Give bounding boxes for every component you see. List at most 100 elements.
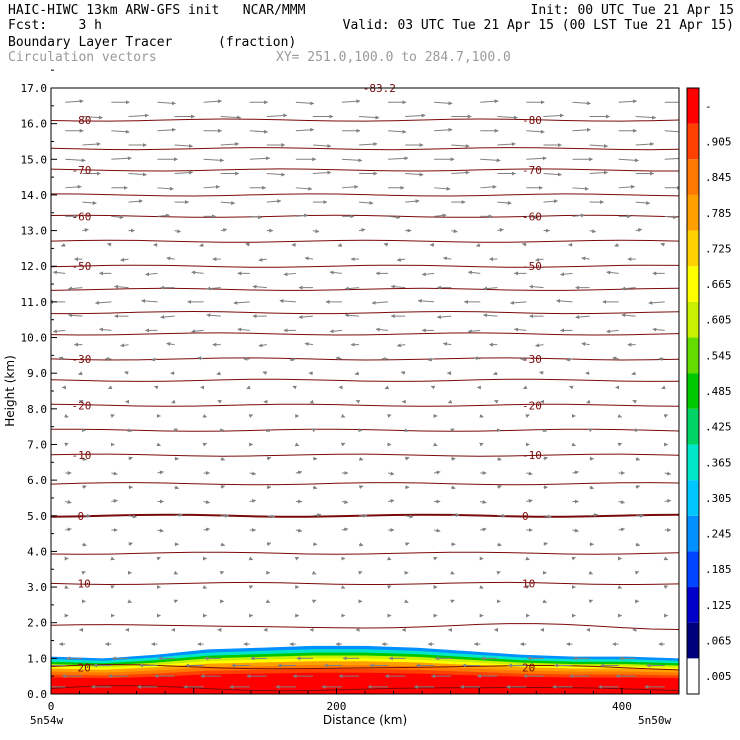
circulation-vector [450,428,455,433]
circulation-vector [110,585,115,590]
circulation-vector [513,327,527,332]
contour-label: -70 [522,164,542,177]
temperature-contour-line [51,428,679,432]
circulation-vector [589,144,609,148]
circulation-vector [191,270,204,275]
circulation-vector [166,342,175,346]
circulation-vector [292,385,297,390]
circulation-vector [664,130,679,133]
circulation-vector [82,142,101,147]
circulation-vector [632,399,637,404]
circulation-vector [203,500,211,504]
circulation-vector [586,399,591,404]
temperature-contour-line [51,214,679,218]
circulation-vector [249,156,271,161]
circulation-vector [539,371,544,375]
circulation-vector [216,371,221,376]
circulation-vector [311,428,317,433]
circulation-vector [82,485,87,489]
circulation-vector [329,329,342,334]
circulation-vector [467,270,481,275]
temperature-contour-line [51,239,679,243]
circulation-vector [606,270,619,275]
circulation-vector [341,500,349,504]
circulation-vector [111,129,130,134]
circulation-vector [295,213,309,218]
y-tick-label: 10.0 [21,332,48,345]
y-tick-label: 3.0 [27,581,47,594]
circulation-vector [572,213,585,218]
circulation-vector [358,228,366,233]
circulation-vector [64,413,69,418]
circulation-vector [589,485,595,490]
circulation-vector [480,527,487,532]
y-tick-label: 12.0 [21,260,48,273]
circulation-vector [127,428,132,432]
circulation-vector [173,599,178,604]
circulation-vector [309,399,315,404]
circulation-vector [357,571,363,575]
circulation-vector [664,157,679,160]
circulation-vector [203,158,225,163]
circulation-vector [127,599,132,604]
circulation-vector [635,485,641,489]
circulation-vector [82,200,97,205]
circulation-vector [618,99,638,104]
circulation-vector [68,313,83,318]
circulation-vector [479,413,484,418]
circulation-vector [543,542,548,547]
contour-label: -30 [72,353,92,366]
temperature-contour-line [51,287,679,291]
circulation-vector [266,456,272,461]
circulation-vector [467,329,481,334]
circulation-vector [355,399,361,404]
circulation-vector [359,115,380,120]
circulation-vector [375,327,389,332]
y-tick-label: 11.0 [21,296,48,309]
circulation-vector [566,357,573,362]
circulation-vector [663,585,669,590]
circulation-vector [107,242,112,247]
circulation-vector [157,528,164,533]
circulation-vector [220,115,242,120]
circulation-vector [404,428,409,432]
circulation-vector [203,99,223,104]
y-tick-label: 17.0 [21,82,48,95]
circulation-vector [433,442,438,447]
circulation-vector [434,528,441,533]
circulation-vector [128,542,133,547]
header-line1-right: Init: 00 UTC Tue 21 Apr 15 [530,3,735,18]
circulation-vector [618,500,626,504]
circulation-vector [664,215,678,220]
circulation-vector [451,513,460,518]
circulation-vector [436,315,452,320]
circulation-vector [606,329,619,334]
circulation-vector [405,514,414,519]
circulation-vector [156,556,161,561]
circulation-vector [82,456,87,461]
circulation-vector [614,243,619,247]
circulation-vector [473,356,481,361]
circulation-vector [249,499,257,503]
circulation-vector [110,414,115,418]
circulation-vector [451,144,470,148]
circulation-vector [451,170,470,175]
circulation-vector [434,101,453,106]
contour-label: 0 [78,510,85,523]
circulation-vector [245,242,250,247]
circulation-vector [405,113,426,118]
y-tick-label: 1.0 [27,652,47,665]
circulation-vector [442,256,452,261]
circulation-vector [78,371,83,376]
circulation-vector [266,172,286,177]
circulation-vector [542,599,547,604]
circulation-vector [479,585,484,589]
circulation-vector [266,199,282,204]
circulation-vector [128,199,143,204]
circulation-vector [569,385,574,390]
temperature-contour-line [51,118,679,122]
circulation-vector [388,215,401,220]
circulation-vector [475,243,481,247]
circulation-vector [535,257,544,262]
